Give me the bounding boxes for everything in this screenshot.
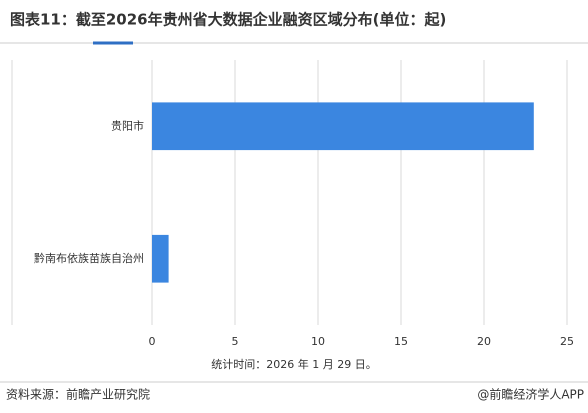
x-tick-label: 15	[394, 335, 408, 348]
x-tick-label: 5	[232, 335, 239, 348]
x-tick-label: 25	[560, 335, 574, 348]
note: 统计时间：2026 年 1 月 29 日。	[211, 357, 376, 371]
credit: @前瞻经济学人APP	[477, 387, 584, 402]
chart-title: 图表11：截至2026年贵州省大数据企业融资区域分布(单位：起)	[10, 11, 446, 29]
bar	[152, 234, 169, 283]
x-tick-label: 0	[149, 335, 156, 348]
y-tick-label: 贵阳市	[111, 118, 144, 132]
x-tick-label: 20	[477, 335, 491, 348]
bar	[152, 102, 534, 151]
x-tick-label: 10	[311, 335, 325, 348]
source: 资料来源：前瞻产业研究院	[6, 387, 150, 402]
y-tick-label: 黔南布依族苗族自治州	[34, 251, 144, 265]
